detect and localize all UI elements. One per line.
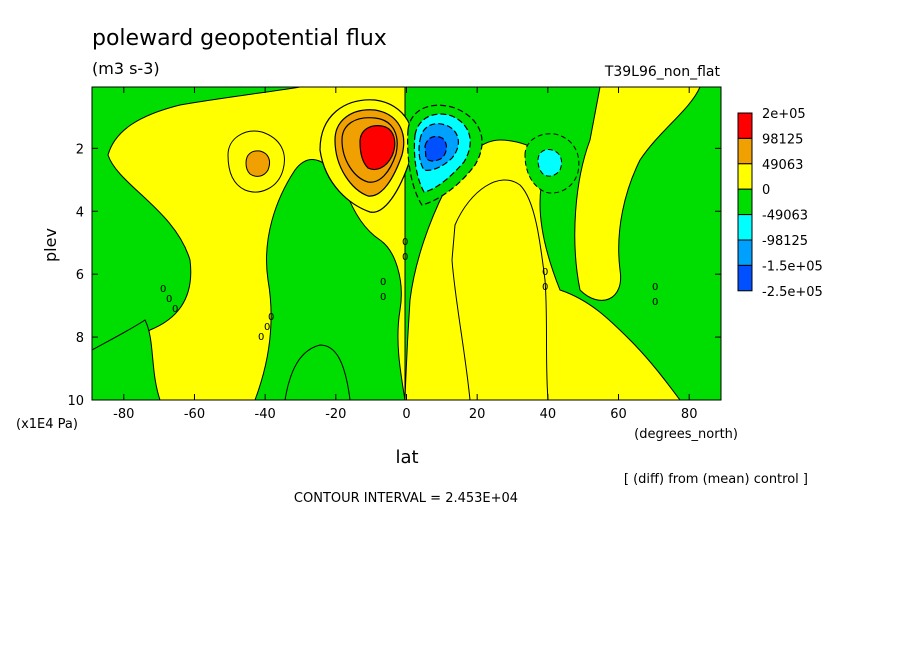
colorbar-swatch: [737, 264, 753, 292]
plot-area: 0 0 0 0 0 0 0 0 0 0 0 0 0 0: [92, 87, 721, 400]
colorbar-swatch: [737, 239, 753, 266]
colorbar-swatch: [737, 214, 753, 241]
colorbar-label: 98125: [762, 132, 803, 147]
x-tick-label: 80: [681, 407, 698, 422]
y-tick-label: 4: [76, 205, 84, 220]
colorbar-label: 0: [762, 183, 770, 198]
positive-max-contours: [319, 99, 414, 213]
x-tick-label: 0: [402, 407, 410, 422]
x-axis-units: (degrees_north): [634, 427, 738, 442]
y-tick-label: 8: [76, 331, 84, 346]
contour-interval: CONTOUR INTERVAL = 2.453E+04: [294, 491, 518, 506]
x-tick-label: 40: [540, 407, 557, 422]
y-tick-label: 2: [76, 142, 84, 157]
y-axis-label: plev: [41, 228, 60, 262]
colorbar-label: -2.5e+05: [762, 285, 823, 300]
region-np-yellow: [574, 87, 701, 301]
y-axis: 2 4 6 8 10: [67, 142, 721, 409]
experiment-label: T39L96_non_flat: [604, 64, 721, 80]
x-tick-label: -20: [325, 407, 346, 422]
contour-zero-label: 0: [268, 312, 274, 323]
contour-zero-label: 0: [160, 284, 166, 295]
x-tick-label: -40: [255, 407, 276, 422]
contour-zero-label: 0: [402, 237, 408, 248]
contour-zero-label: 0: [258, 332, 264, 343]
contour-zero-label: 0: [264, 322, 270, 333]
contour-zero-label: 0: [380, 277, 386, 288]
region-nh-yellow: [451, 179, 549, 400]
region-sh-lower-green: [92, 319, 161, 400]
colorbar: 2e+05 98125 49063 0 -49063 -98125 -1.5e+05 -2.5…: [737, 107, 823, 300]
colorbar-swatch: [737, 188, 753, 216]
y-tick-label: 10: [67, 394, 84, 409]
region-equator-lower-green: [284, 344, 351, 400]
x-tick-label: 20: [469, 407, 486, 422]
colorbar-label: 49063: [762, 158, 803, 173]
x-tick-label: -80: [113, 407, 134, 422]
x-axis: -80 -60 -40 -20 0 20 40 60 80: [113, 87, 697, 422]
contour-zero-label: 0: [652, 282, 658, 293]
diff-note: [ (diff) from (mean) control ]: [624, 472, 808, 487]
sh-secondary-max: [227, 130, 285, 193]
x-tick-label: -60: [184, 407, 205, 422]
zero-contour-labels: 0 0 0 0 0 0 0 0 0 0 0 0 0 0: [160, 237, 658, 343]
colorbar-label: -1.5e+05: [762, 259, 823, 274]
colorbar-label: -98125: [762, 234, 808, 249]
colorbar-swatch: [737, 137, 753, 165]
colorbar-swatch: [737, 163, 753, 190]
contour-zero-label: 0: [172, 304, 178, 315]
contour-zero-label: 0: [166, 294, 172, 305]
colorbar-label: 2e+05: [762, 107, 806, 122]
colorbar-swatch: [737, 112, 753, 139]
contour-zero-label: 0: [652, 297, 658, 308]
contour-zero-label: 0: [542, 267, 548, 278]
nh-secondary-min: [524, 133, 580, 194]
contour-zero-label: 0: [542, 282, 548, 293]
contour-zero-label: 0: [380, 292, 386, 303]
x-axis-label: lat: [395, 447, 418, 468]
y-axis-units: (x1E4 Pa): [16, 417, 78, 432]
negative-min-contours: [407, 104, 483, 206]
colorbar-label: -49063: [762, 209, 808, 224]
contour-zero-label: 0: [402, 252, 408, 263]
x-tick-label: 60: [610, 407, 627, 422]
chart-title: poleward geopotential flux: [92, 26, 387, 51]
y-tick-label: 6: [76, 268, 84, 283]
chart-units: (m3 s-3): [92, 59, 160, 78]
